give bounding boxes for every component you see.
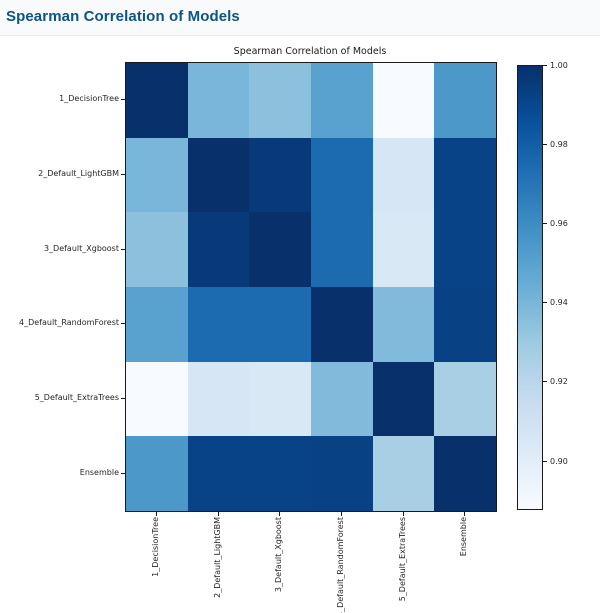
x-tick-label: 4_Default_RandomForest (335, 517, 345, 613)
y-tick-label: 2_Default_LightGBM (38, 169, 119, 178)
heatmap-cell (434, 212, 496, 287)
colorbar-tick-label: 0.98 (550, 140, 568, 150)
colorbar-tick-mark (543, 65, 547, 66)
heatmap-cell (372, 137, 435, 213)
colorbar-tick-label: 0.92 (550, 377, 568, 387)
heatmap-grid (125, 62, 497, 512)
y-tick-mark (121, 398, 125, 399)
heatmap-cell (126, 286, 188, 362)
heatmap-cell (187, 436, 250, 511)
heatmap-cell (126, 212, 188, 287)
heatmap-cell (434, 436, 496, 511)
y-tick-mark (121, 174, 125, 175)
heatmap-cell (434, 361, 496, 437)
colorbar-tick-mark (543, 381, 547, 383)
x-tick-label: Ensemble (459, 517, 469, 557)
colorbar-tick-mark (543, 460, 547, 462)
y-tick-label: 1_DecisionTree (59, 94, 119, 104)
x-tick-label: 3_Default_Xgboost (274, 517, 284, 593)
heatmap-cell (434, 63, 496, 138)
x-tick-mark (217, 512, 219, 516)
y-tick-mark (121, 323, 125, 325)
heatmap-cell (126, 137, 188, 213)
heatmap-cell (434, 137, 496, 213)
heatmap-cell (249, 212, 311, 287)
chart-title: Spearman Correlation of Models (233, 46, 387, 57)
colorbar-tick-label: 1.00 (550, 61, 568, 70)
heatmap-cell (187, 286, 250, 362)
x-tick-mark (340, 512, 342, 516)
heatmap-cell (311, 286, 373, 362)
x-tick-mark (402, 512, 404, 516)
heatmap-cell (372, 286, 435, 362)
heatmap-cell (311, 137, 373, 213)
x-tick-mark (155, 512, 157, 516)
y-tick-mark (121, 248, 125, 250)
colorbar-tick-mark (543, 302, 547, 304)
x-tick-mark (464, 512, 466, 516)
heatmap-cell (434, 286, 496, 362)
heatmap-cell (249, 361, 311, 437)
heatmap-cell (372, 63, 435, 138)
heatmap-cell (249, 286, 311, 362)
heatmap-cell (187, 137, 250, 213)
page-title: Spearman Correlation of Models (6, 8, 240, 25)
heatmap-cell (187, 361, 250, 437)
x-tick-label: 5_Default_ExtraTrees (397, 517, 407, 602)
colorbar-tick-label: 0.96 (550, 219, 568, 229)
heatmap-cell (126, 436, 188, 511)
heatmap-cell (372, 361, 435, 437)
colorbar-tick-label: 0.90 (550, 456, 568, 466)
heatmap-cell (187, 63, 250, 138)
heatmap-cell (126, 63, 188, 138)
heatmap-cell (311, 436, 373, 511)
heatmap-cell (311, 63, 373, 138)
heatmap-cell (372, 212, 435, 287)
colorbar-tick-label: 0.94 (550, 298, 568, 308)
heatmap-cell (311, 212, 373, 287)
heatmap-cell (187, 212, 250, 287)
heatmap-cell (249, 436, 311, 511)
colorbar-tick-mark (543, 223, 547, 225)
y-tick-label: 5_Default_ExtraTrees (34, 393, 119, 402)
heatmap-cell (372, 436, 435, 511)
y-tick-mark (121, 472, 125, 474)
y-tick-label: 4_Default_RandomForest (19, 318, 119, 328)
colorbar-tick-mark (543, 144, 547, 146)
x-tick-label: 1_DecisionTree (150, 517, 160, 577)
heatmap-cell (126, 361, 188, 437)
y-tick-label: 3_Default_Xgboost (43, 243, 119, 253)
x-tick-mark (279, 512, 281, 516)
heatmap-cell (311, 361, 373, 437)
x-tick-label: 2_Default_LightGBM (212, 517, 222, 598)
colorbar (517, 65, 543, 510)
heatmap-cell (249, 137, 311, 213)
page-header: Spearman Correlation of Models (0, 0, 600, 36)
y-tick-label: Ensemble (79, 467, 119, 477)
y-tick-mark (121, 99, 125, 101)
heatmap-cell (249, 63, 311, 138)
